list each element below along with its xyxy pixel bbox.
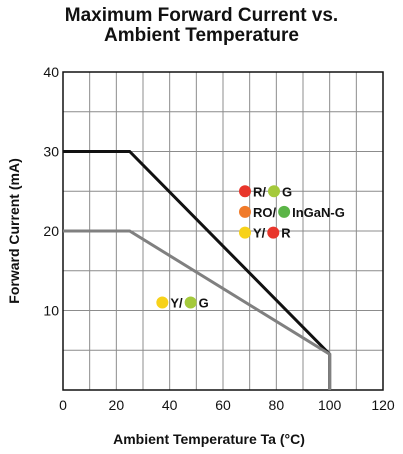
x-tick-label: 60 <box>215 397 231 413</box>
legend-dot <box>156 296 169 309</box>
legend-dot <box>278 205 291 218</box>
legend-label: R <box>281 226 291 241</box>
y-tick-label: 40 <box>43 64 59 80</box>
x-tick-label: 40 <box>162 397 178 413</box>
x-axis-label: Ambient Temperature Ta (°C) <box>113 431 305 447</box>
legend-label: InGaN-G <box>292 205 345 220</box>
series-line-2 <box>63 229 332 390</box>
legend-label: R/ <box>253 184 266 199</box>
legend-dot <box>267 226 280 239</box>
y-tick-label: 10 <box>43 303 59 319</box>
x-tick-label: 100 <box>318 397 342 413</box>
chart-title-line-2: Ambient Temperature <box>104 25 299 46</box>
legend-label: G <box>199 296 209 311</box>
legend-dot <box>184 296 197 309</box>
legend-dot <box>268 185 280 198</box>
x-tick-label: 80 <box>269 397 285 413</box>
x-tick-label: 20 <box>109 397 125 413</box>
legend-label: Y/ <box>170 296 183 311</box>
legend-label: G <box>282 184 292 199</box>
chart-title: Maximum Forward Current vs. Ambient Temp… <box>0 6 403 46</box>
y-tick-label: 20 <box>43 223 59 239</box>
legend-label: RO/ <box>253 205 277 220</box>
legend-dot <box>239 226 251 239</box>
y-axis-label: Forward Current (mA) <box>6 158 22 303</box>
legend-dot <box>239 185 251 198</box>
chart-title-line-1: Maximum Forward Current vs. <box>64 5 339 26</box>
legend-dot <box>239 205 251 218</box>
legend-label: Y/ <box>253 226 266 241</box>
x-tick-label: 120 <box>371 397 395 413</box>
x-tick-label: 0 <box>59 397 67 413</box>
y-tick-label: 30 <box>43 144 59 160</box>
